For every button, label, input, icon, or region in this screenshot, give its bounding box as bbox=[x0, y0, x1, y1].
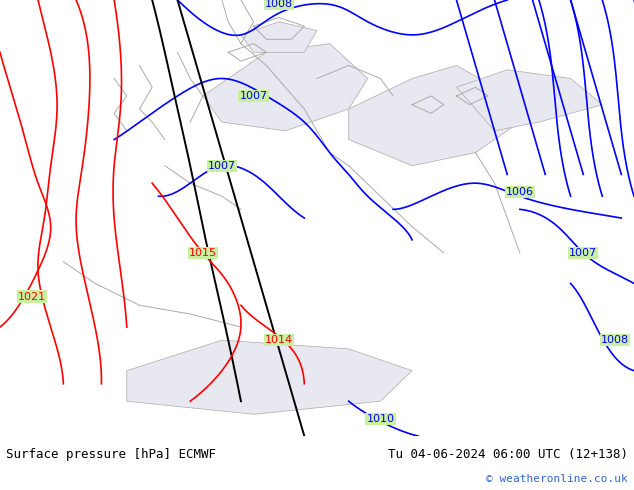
Polygon shape bbox=[127, 340, 412, 415]
Text: Surface pressure [hPa] ECMWF: Surface pressure [hPa] ECMWF bbox=[6, 448, 216, 462]
Text: 1006: 1006 bbox=[506, 187, 534, 197]
Text: 1007: 1007 bbox=[240, 91, 268, 101]
Text: 1014: 1014 bbox=[265, 335, 293, 345]
Text: © weatheronline.co.uk: © weatheronline.co.uk bbox=[486, 474, 628, 484]
Text: 1010: 1010 bbox=[366, 414, 394, 424]
Text: 1015: 1015 bbox=[189, 248, 217, 258]
Text: 1007: 1007 bbox=[569, 248, 597, 258]
Polygon shape bbox=[456, 70, 602, 131]
Text: 1008: 1008 bbox=[265, 0, 293, 9]
Polygon shape bbox=[349, 66, 520, 166]
Text: 1008: 1008 bbox=[601, 335, 629, 345]
Polygon shape bbox=[241, 22, 317, 52]
Text: 1007: 1007 bbox=[208, 161, 236, 171]
Text: Tu 04-06-2024 06:00 UTC (12+138): Tu 04-06-2024 06:00 UTC (12+138) bbox=[387, 448, 628, 462]
Polygon shape bbox=[203, 44, 368, 131]
Text: 1021: 1021 bbox=[18, 292, 46, 301]
